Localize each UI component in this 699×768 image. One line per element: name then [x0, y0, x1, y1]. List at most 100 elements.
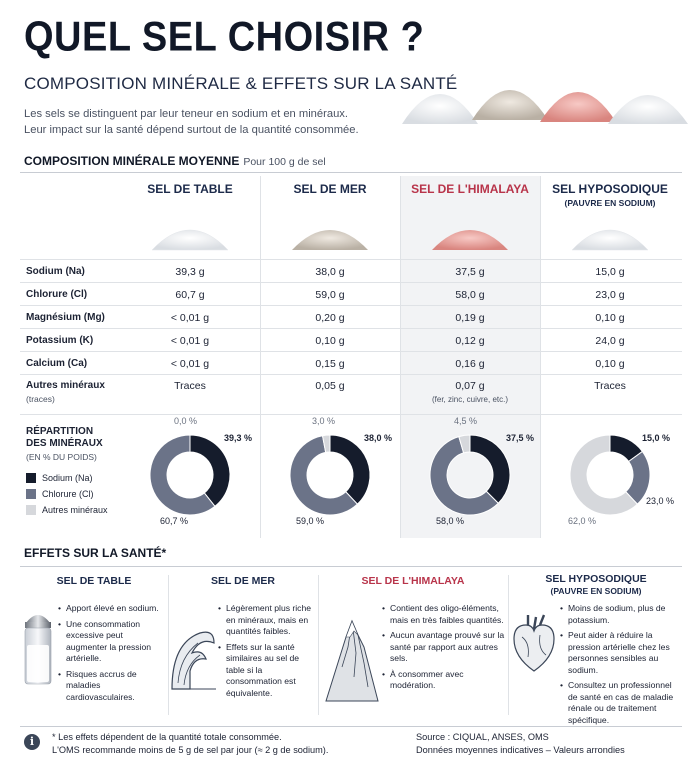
wave-icon: [171, 631, 216, 690]
table-cell: 0,15 g: [315, 358, 345, 370]
table-cell: 23,0 g: [595, 289, 625, 301]
footer-note-line: L'OMS recommande moins de 5 g de sel par…: [52, 745, 329, 755]
column-header-label: SEL DE TABLE: [147, 182, 233, 196]
footer-note: * Les effets dépendent de la quantité to…: [52, 731, 328, 757]
repartition-label: RÉPARTITION DES MINÉRAUX (EN % DU POIDS): [26, 426, 103, 463]
row-divider: [20, 305, 682, 306]
chart-legend: Sodium (Na) Chlorure (Cl) Autres minérau…: [26, 472, 108, 520]
column-header-label: SEL DE MER: [293, 182, 367, 196]
table-cell: 0,10 g: [315, 335, 345, 347]
column-separator: [508, 575, 509, 715]
table-cell: 0,20 g: [315, 312, 345, 324]
row-divider: [20, 351, 682, 352]
row-label-sodium: Sodium (Na): [26, 266, 85, 277]
effet-title-text: SEL DE L'HIMALAYA: [361, 575, 465, 587]
column-header-sea-salt: SEL DE MER: [260, 182, 400, 196]
donut-label-chlorure: 60,7 %: [160, 516, 189, 526]
table-cell: 39,3 g: [175, 266, 205, 278]
donut-slice-sodium: [469, 434, 511, 504]
row-divider: [20, 414, 682, 415]
effet-title-text: SEL DE TABLE: [56, 575, 132, 587]
donut-label-sodium: 37,5 %: [506, 433, 535, 443]
table-cell: < 0,01 g: [170, 358, 210, 370]
repartition-label-note: (EN % DU POIDS): [26, 452, 97, 462]
donut-slice-sodium: [329, 434, 371, 505]
donut-label-autres: 0,0 %: [174, 416, 198, 426]
table-cell: 0,07 g (fer, zinc, cuivre, etc.): [400, 380, 540, 404]
divider: [20, 726, 682, 727]
composition-heading: COMPOSITION MINÉRALE MOYENNE Pour 100 g d…: [24, 154, 326, 168]
table-cell: 58,0 g: [455, 289, 485, 301]
row-label-note: (traces): [26, 394, 55, 404]
row-label-chlorure: Chlorure (Cl): [26, 289, 88, 300]
table-cell-value: 0,07 g: [455, 380, 485, 392]
effet-bullet: Consultez un professionnel de santé en c…: [560, 680, 682, 726]
effet-bullets-himalaya-salt: Contient des oligo-éléments, mais en trè…: [382, 603, 506, 696]
low-sodium-salt-heap: [608, 95, 688, 124]
legend-label: Autres minéraux: [42, 504, 108, 515]
donut-label-autres: 3,0 %: [312, 416, 336, 426]
effet-bullet: Une consommation excessive peut augmente…: [58, 619, 166, 665]
effet-title-sea-salt: SEL DE MER: [170, 575, 316, 587]
column-separator: [260, 176, 261, 538]
donut-slice-chlorure: [289, 435, 359, 516]
table-cell: 15,0 g: [595, 266, 625, 278]
donut-slice-autres: [321, 434, 331, 453]
low-sodium-salt-heap-icon: [571, 229, 649, 251]
column-separator: [168, 575, 169, 715]
column-header-label: SEL HYPOSODIQUE: [552, 182, 668, 196]
row-divider: [20, 259, 682, 260]
table-salt-heap: [402, 94, 478, 124]
legend-label: Sodium (Na): [42, 472, 93, 483]
repartition-label-line: DES MINÉRAUX: [26, 438, 103, 449]
donut-label-chlorure: 23,0 %: [646, 496, 675, 506]
effet-title-himalaya-salt: SEL DE L'HIMALAYA: [320, 575, 506, 587]
legend-swatch: [26, 504, 36, 515]
effet-bullets-table-salt: Apport élevé en sodium. Une consommation…: [58, 603, 166, 707]
sea-salt-heap: [472, 90, 548, 120]
effets-section: SEL DE TABLE Apport élevé en sodium. Une…: [20, 566, 682, 725]
table-cell: 38,0 g: [315, 266, 345, 278]
column-header-label: SEL DE L'HIMALAYA: [411, 182, 529, 196]
legend-item-sodium: Sodium (Na): [26, 472, 108, 483]
row-divider: [20, 374, 682, 375]
effet-title-note: (PAUVRE EN SODIUM): [550, 586, 642, 596]
page-subtitle: COMPOSITION MINÉRALE & EFFETS SUR LA SAN…: [24, 74, 458, 93]
donut-chart-table-salt: [149, 434, 231, 516]
footer-source-line: Données moyennes indicatives – Valeurs a…: [416, 745, 625, 755]
legend-label: Chlorure (Cl): [42, 488, 94, 499]
effet-bullets-sea-salt: Légèrement plus riche en minéraux, mais …: [218, 603, 316, 703]
effet-bullet: Risques accrus de maladies cardiovascula…: [58, 669, 166, 704]
column-separator: [318, 575, 319, 715]
legend-item-chlorure: Chlorure (Cl): [26, 488, 108, 499]
salt-heaps-illustration: [402, 90, 688, 124]
effet-bullets-low-sodium-salt: Moins de sodium, plus de potassium. Peut…: [560, 603, 682, 730]
donut-label-chlorure: 59,0 %: [296, 516, 325, 526]
row-divider: [20, 282, 682, 283]
effet-bullet: Apport élevé en sodium.: [58, 603, 166, 615]
intro-line: Les sels se distinguent par leur teneur …: [24, 108, 349, 120]
effets-heading: EFFETS SUR LA SANTÉ*: [24, 546, 167, 560]
row-label-text: Autres minéraux: [26, 380, 105, 391]
heart-icon: [513, 614, 555, 672]
donut-chart-low-sodium-salt: [569, 434, 651, 516]
row-label-calcium: Calcium (Ca): [26, 358, 88, 369]
table-cell: 37,5 g: [455, 266, 485, 278]
table-cell: 59,0 g: [315, 289, 345, 301]
table-cell: 24,0 g: [595, 335, 625, 347]
table-cell: Traces: [594, 380, 626, 392]
donut-label-sodium: 15,0 %: [642, 433, 671, 443]
table-cell: 0,10 g: [595, 358, 625, 370]
mountain-icon: [325, 619, 379, 702]
table-cell: 60,7 g: [175, 289, 205, 301]
effet-title-table-salt: SEL DE TABLE: [20, 575, 168, 587]
donut-chart-himalaya-salt: [429, 434, 511, 516]
composition-table: SEL DE TABLE SEL DE MER SEL DE L'HIMALAY…: [20, 176, 682, 538]
table-cell: < 0,01 g: [170, 335, 210, 347]
row-label-autres: Autres minéraux (traces): [26, 380, 105, 404]
row-label-magnesium: Magnésium (Mg): [26, 312, 105, 323]
donut-label-sodium: 38,0 %: [364, 433, 393, 443]
effet-bullet: Contient des oligo-éléments, mais en trè…: [382, 603, 506, 626]
effet-bullet: Effets sur la santé similaires au sel de…: [218, 642, 316, 700]
table-cell: < 0,01 g: [170, 312, 210, 324]
